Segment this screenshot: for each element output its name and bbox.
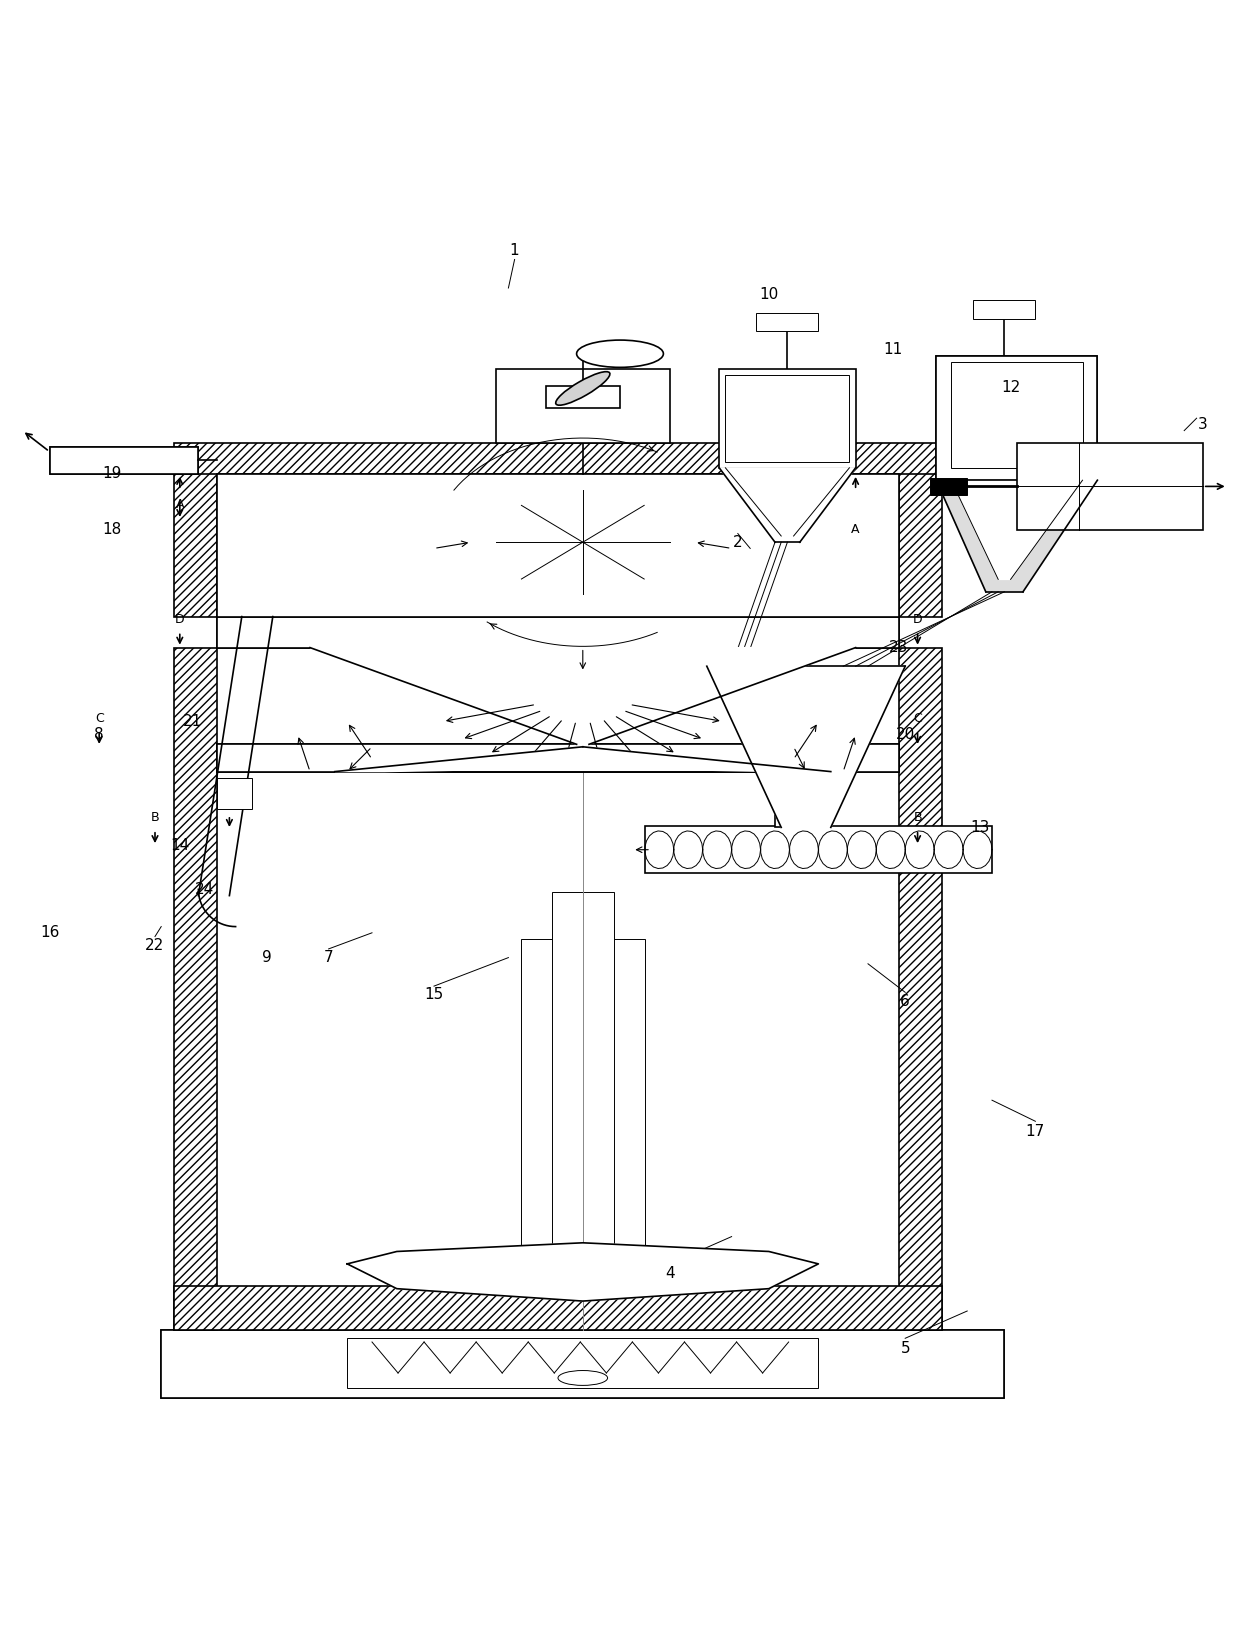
- Bar: [217, 778, 252, 808]
- Text: 24: 24: [195, 882, 215, 896]
- Text: 10: 10: [759, 287, 779, 302]
- Text: 9: 9: [262, 950, 272, 965]
- Text: 15: 15: [424, 988, 444, 1002]
- Bar: [217, 616, 899, 647]
- Text: 13: 13: [970, 820, 990, 835]
- Polygon shape: [951, 481, 1083, 579]
- Bar: [50, 447, 198, 474]
- Bar: [899, 647, 942, 1330]
- Text: 8: 8: [94, 727, 104, 742]
- Bar: [217, 745, 899, 771]
- Bar: [1017, 443, 1203, 530]
- Bar: [552, 892, 614, 1289]
- Bar: [725, 375, 849, 461]
- Polygon shape: [707, 667, 905, 828]
- Text: 23: 23: [889, 641, 909, 655]
- Bar: [174, 1286, 942, 1330]
- Text: 11: 11: [883, 342, 903, 357]
- Bar: [161, 1330, 1004, 1399]
- Text: A: A: [852, 523, 859, 536]
- Bar: [645, 826, 992, 874]
- Text: 22: 22: [145, 937, 165, 952]
- Bar: [174, 468, 217, 616]
- Text: 21: 21: [182, 714, 202, 730]
- Bar: [217, 745, 899, 771]
- Text: B: B: [914, 812, 921, 825]
- Ellipse shape: [577, 341, 663, 367]
- Text: B: B: [151, 812, 159, 825]
- Text: 6: 6: [900, 994, 910, 1009]
- Bar: [50, 447, 198, 474]
- Ellipse shape: [556, 372, 610, 406]
- Text: 1: 1: [510, 243, 520, 258]
- Bar: [217, 474, 899, 616]
- Bar: [936, 357, 1097, 481]
- Text: 5: 5: [900, 1341, 910, 1356]
- Text: 12: 12: [1001, 380, 1021, 394]
- Bar: [496, 368, 670, 443]
- Bar: [161, 1330, 1004, 1399]
- Text: 7: 7: [324, 950, 334, 965]
- Bar: [217, 616, 899, 647]
- Text: A: A: [176, 499, 184, 512]
- Polygon shape: [335, 747, 831, 771]
- Polygon shape: [719, 468, 856, 543]
- Text: C: C: [913, 712, 923, 725]
- Bar: [719, 368, 856, 468]
- Text: 20: 20: [895, 727, 915, 742]
- Ellipse shape: [558, 1371, 608, 1386]
- Polygon shape: [310, 647, 856, 745]
- Bar: [174, 647, 217, 1330]
- Text: D: D: [913, 613, 923, 626]
- Bar: [756, 313, 818, 331]
- Bar: [546, 386, 620, 408]
- Bar: [775, 753, 825, 828]
- Text: 2: 2: [733, 535, 743, 549]
- Text: 3: 3: [1198, 417, 1208, 432]
- Text: D: D: [175, 613, 185, 626]
- Bar: [973, 300, 1035, 319]
- Bar: [347, 1338, 818, 1387]
- Polygon shape: [347, 1242, 818, 1301]
- Text: 14: 14: [170, 838, 190, 854]
- Polygon shape: [936, 481, 1097, 592]
- Bar: [930, 478, 967, 496]
- Text: 4: 4: [665, 1267, 675, 1281]
- Bar: [951, 362, 1083, 468]
- Text: 19: 19: [102, 466, 122, 481]
- Text: 17: 17: [1025, 1123, 1045, 1139]
- Text: C: C: [94, 712, 104, 725]
- Bar: [521, 939, 645, 1286]
- Bar: [936, 357, 1097, 481]
- Text: 18: 18: [102, 522, 122, 538]
- Bar: [899, 468, 942, 616]
- Bar: [174, 443, 942, 474]
- Text: 16: 16: [40, 926, 60, 941]
